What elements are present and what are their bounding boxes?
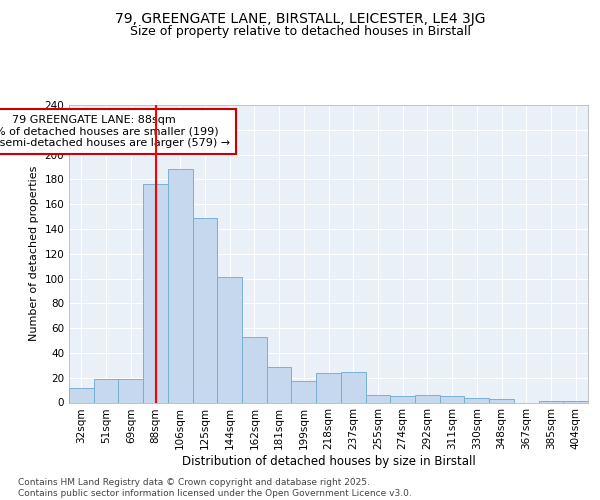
Text: Size of property relative to detached houses in Birstall: Size of property relative to detached ho…	[130, 25, 470, 38]
Text: 79 GREENGATE LANE: 88sqm
← 25% of detached houses are smaller (199)
74% of semi-: 79 GREENGATE LANE: 88sqm ← 25% of detach…	[0, 115, 230, 148]
Text: Contains HM Land Registry data © Crown copyright and database right 2025.
Contai: Contains HM Land Registry data © Crown c…	[18, 478, 412, 498]
Bar	[390, 396, 415, 402]
X-axis label: Distribution of detached houses by size in Birstall: Distribution of detached houses by size …	[182, 455, 475, 468]
Bar	[193, 218, 217, 402]
Bar	[292, 382, 316, 402]
Bar	[267, 366, 292, 402]
Bar	[217, 278, 242, 402]
Bar	[365, 395, 390, 402]
Bar	[143, 184, 168, 402]
Bar	[489, 399, 514, 402]
Text: 79, GREENGATE LANE, BIRSTALL, LEICESTER, LE4 3JG: 79, GREENGATE LANE, BIRSTALL, LEICESTER,…	[115, 12, 485, 26]
Bar	[341, 372, 365, 402]
Bar	[440, 396, 464, 402]
Bar	[242, 337, 267, 402]
Bar	[118, 379, 143, 402]
Y-axis label: Number of detached properties: Number of detached properties	[29, 166, 39, 342]
Bar	[316, 373, 341, 402]
Bar	[69, 388, 94, 402]
Bar	[415, 395, 440, 402]
Bar	[168, 170, 193, 402]
Bar	[464, 398, 489, 402]
Bar	[94, 379, 118, 402]
